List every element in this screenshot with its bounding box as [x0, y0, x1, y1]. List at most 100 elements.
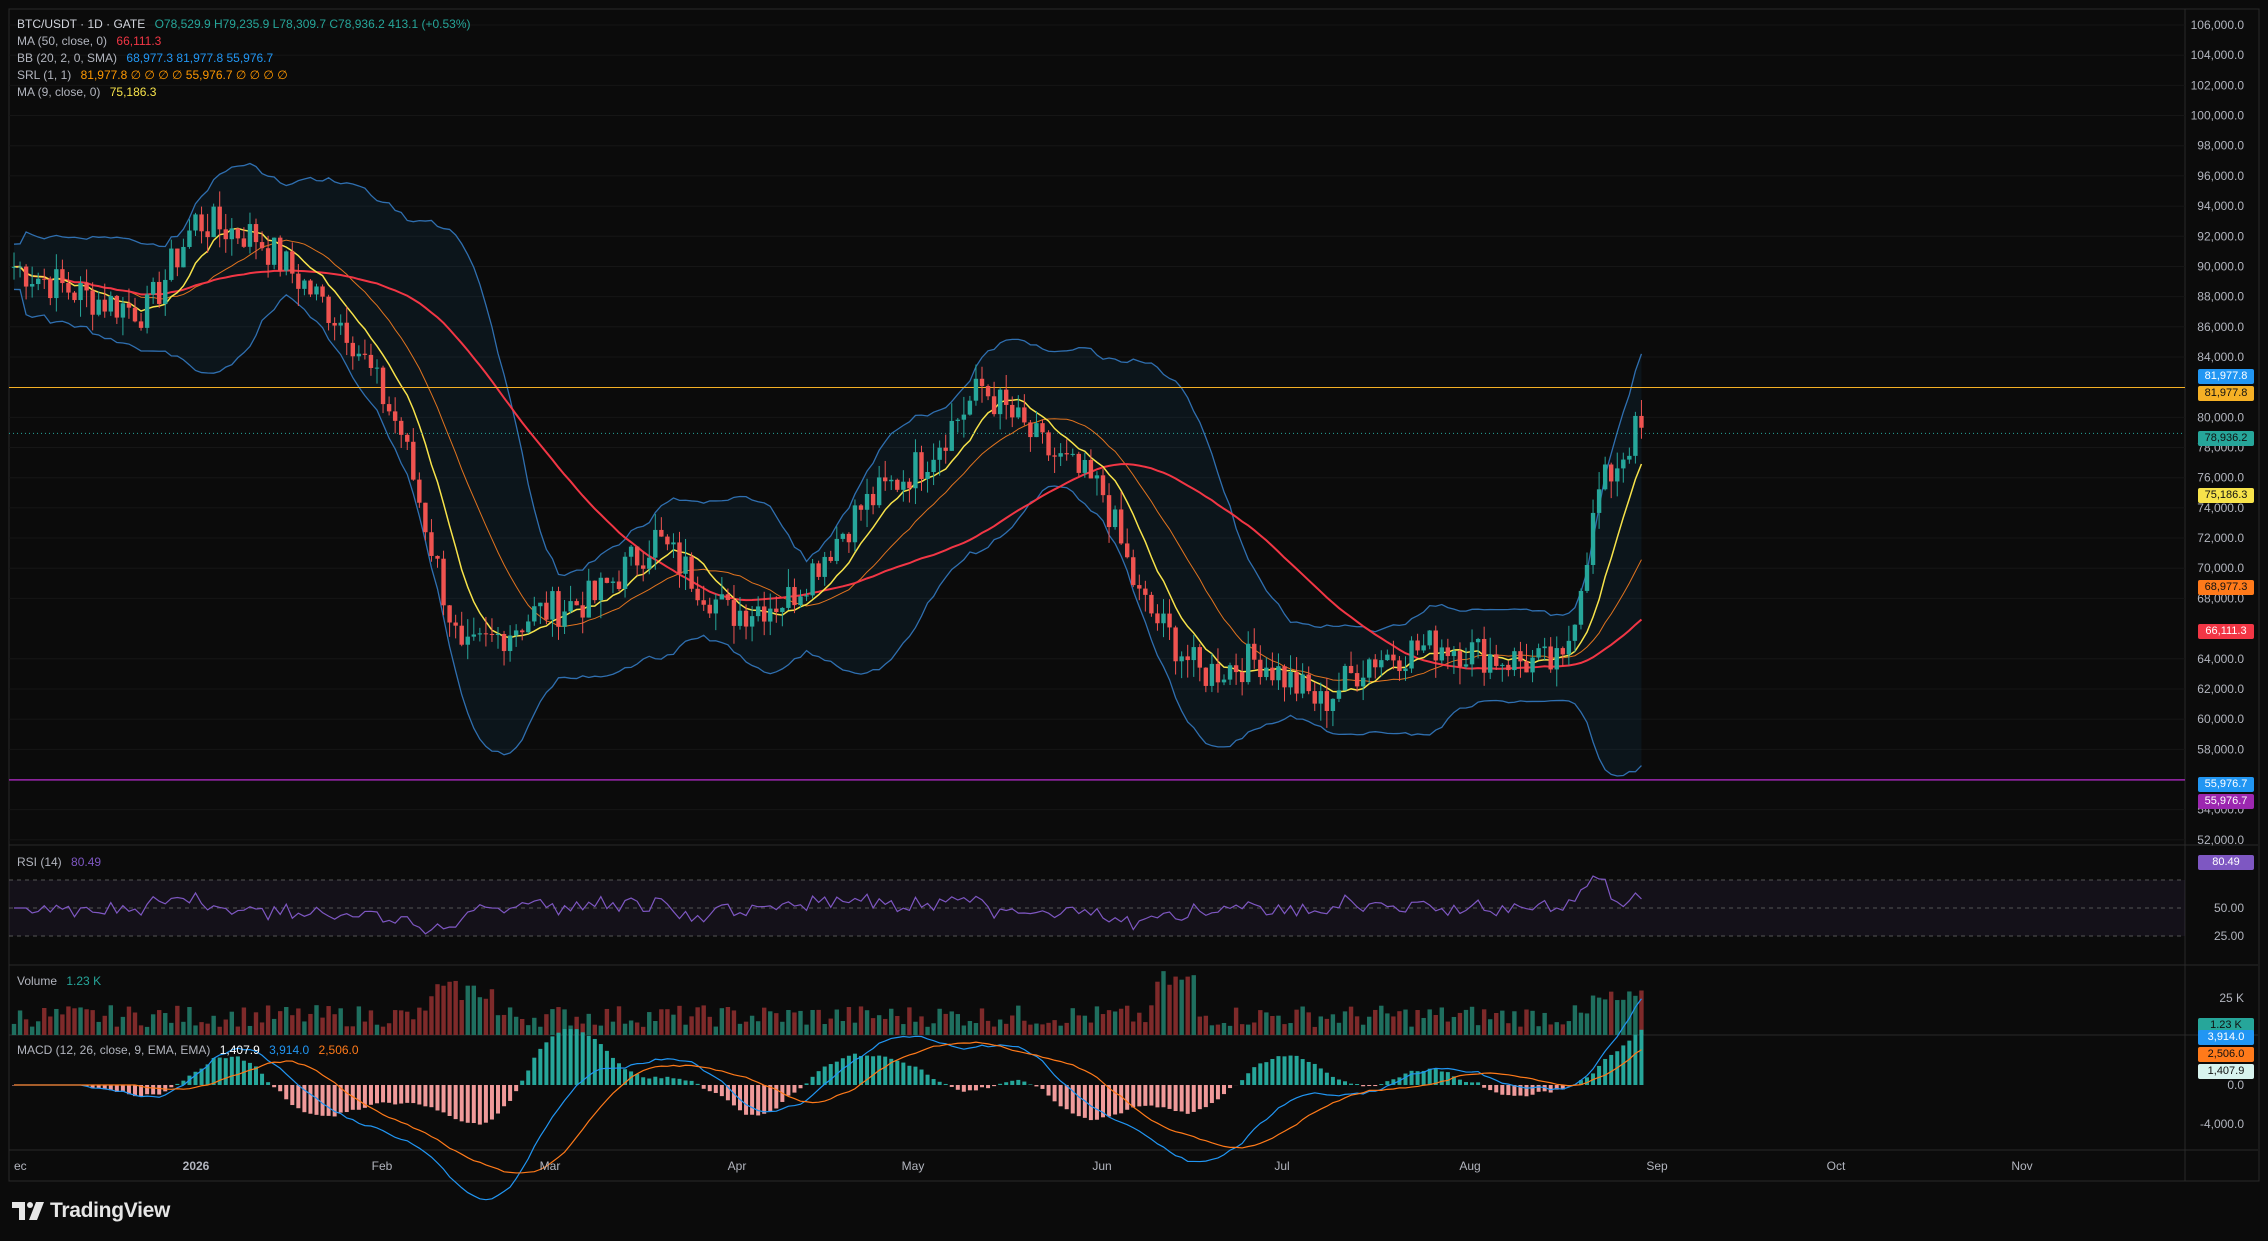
indicator-bb[interactable]: BB (20, 2, 0, SMA) 68,977.3 81,977.8 55,…	[17, 50, 279, 67]
volume-bar	[229, 1011, 234, 1035]
volume-bar	[1076, 1015, 1081, 1035]
volume-bar	[163, 1013, 168, 1035]
candle-body	[1602, 464, 1608, 490]
price-tick-label: 94,000.0	[2197, 199, 2244, 213]
candle-body	[1403, 668, 1408, 672]
candle-body	[1016, 407, 1021, 418]
volume-bar	[465, 985, 470, 1035]
ma9-line	[13, 227, 1643, 693]
macd-histogram-bar	[381, 1085, 386, 1103]
indicator-ma9[interactable]: MA (9, close, 0) 75,186.3	[17, 84, 162, 101]
macd-histogram-bar	[96, 1085, 101, 1089]
candle-body	[622, 556, 628, 589]
volume-bar	[441, 985, 446, 1035]
macd-histogram-bar	[907, 1065, 912, 1085]
macd-histogram-bar	[967, 1085, 972, 1091]
price-tick-label: 86,000.0	[2197, 320, 2244, 334]
tradingview-logo[interactable]: TradingView	[12, 1198, 170, 1224]
volume-bar	[1463, 1009, 1469, 1035]
volume-bar	[828, 1018, 833, 1035]
macd-histogram-bar	[1252, 1067, 1257, 1085]
candle-body	[1572, 624, 1578, 641]
volume-bar	[707, 1016, 712, 1035]
macd-tick-label: 0.0	[2227, 1078, 2244, 1092]
indicator-values: 68,977.3 81,977.8 55,976.7	[126, 51, 274, 65]
volume-bar	[1131, 1021, 1136, 1035]
macd-histogram-bar	[1034, 1085, 1039, 1087]
volume-bar	[1173, 976, 1178, 1035]
volume-bar	[1276, 1015, 1281, 1035]
macd-histogram-bar	[1578, 1080, 1583, 1085]
volume-bar	[1209, 1025, 1215, 1035]
candle-body	[483, 633, 489, 635]
macd-histogram-bar	[362, 1085, 367, 1108]
symbol-label[interactable]: BTC/USDT · 1D · GATE	[17, 17, 146, 31]
macd-histogram-bar	[399, 1085, 404, 1104]
candle-body	[247, 224, 253, 247]
price-tick-label: 106,000.0	[2191, 18, 2245, 32]
time-axis-label: Sep	[1646, 1159, 1668, 1173]
volume-bar	[108, 1005, 113, 1035]
volume-bar	[350, 1026, 355, 1035]
candle-body	[320, 286, 325, 297]
candle-body	[399, 420, 404, 435]
macd-histogram-bar	[1300, 1059, 1305, 1085]
indicator-ma50[interactable]: MA (50, close, 0) 66,111.3	[17, 33, 167, 50]
candle-body	[1197, 647, 1202, 668]
macd-histogram-bar	[1155, 1085, 1160, 1108]
macd-histogram-bar	[1494, 1085, 1499, 1093]
volume-bar	[1324, 1018, 1330, 1035]
candle-body	[441, 558, 446, 606]
candle-body	[1512, 651, 1517, 671]
volume-bar	[1542, 1012, 1547, 1035]
volume-bar	[1560, 1024, 1565, 1035]
volume-bar	[1252, 1022, 1257, 1035]
candle-body	[1427, 630, 1432, 646]
volume-bar	[126, 1006, 132, 1035]
candle-body	[1639, 415, 1644, 428]
volume-bar	[265, 1005, 271, 1035]
candle-body	[1578, 590, 1584, 625]
price-tag: 78,936.2	[2198, 431, 2254, 446]
tradingview-logo-icon	[12, 1202, 44, 1220]
volume-bar	[1294, 1009, 1299, 1035]
macd-histogram-bar	[1070, 1085, 1075, 1114]
candle-body	[495, 634, 501, 636]
rsi-legend[interactable]: RSI (14) 80.49	[17, 854, 107, 871]
macd-histogram-bar	[108, 1085, 113, 1091]
volume-bar	[665, 1009, 670, 1035]
candle-body	[1548, 646, 1553, 670]
candle-body	[1028, 422, 1033, 438]
macd-histogram-bar	[580, 1032, 585, 1085]
volume-bar	[296, 1008, 301, 1035]
volume-bar	[725, 1006, 731, 1035]
macd-histogram-bar	[332, 1085, 337, 1117]
volume-bar	[326, 1006, 331, 1035]
candle-body	[1627, 455, 1632, 460]
indicator-srl[interactable]: SRL (1, 1) 81,977.8 ∅ ∅ ∅ ∅ 55,976.7 ∅ ∅…	[17, 67, 294, 84]
volume-bar	[278, 1011, 283, 1035]
candle-body	[907, 481, 912, 489]
candle-body	[520, 630, 525, 633]
macd-histogram-bar	[1445, 1072, 1450, 1085]
macd-histogram-bar	[925, 1074, 930, 1085]
candle-body	[683, 556, 688, 574]
price-tag: 68,977.3	[2198, 580, 2254, 595]
price-tag: 75,186.3	[2198, 488, 2254, 503]
volume-bar	[1639, 990, 1644, 1035]
candle-body	[513, 630, 519, 636]
volume-bar	[1469, 1006, 1475, 1035]
macd-legend[interactable]: MACD (12, 26, close, 9, EMA, EMA) 1,407.…	[17, 1042, 365, 1059]
macd-histogram-bar	[822, 1066, 827, 1085]
candle-body	[1149, 594, 1154, 614]
volume-bar	[1554, 1022, 1559, 1035]
macd-histogram-bar	[1276, 1056, 1281, 1085]
volume-bar	[90, 1010, 95, 1035]
candle-body	[1584, 564, 1590, 591]
macd-histogram-bar	[241, 1060, 246, 1085]
candle-body	[1494, 654, 1499, 666]
volume-legend[interactable]: Volume 1.23 K	[17, 973, 107, 990]
volume-bar	[241, 1007, 247, 1035]
price-tick-label: 92,000.0	[2197, 229, 2244, 243]
